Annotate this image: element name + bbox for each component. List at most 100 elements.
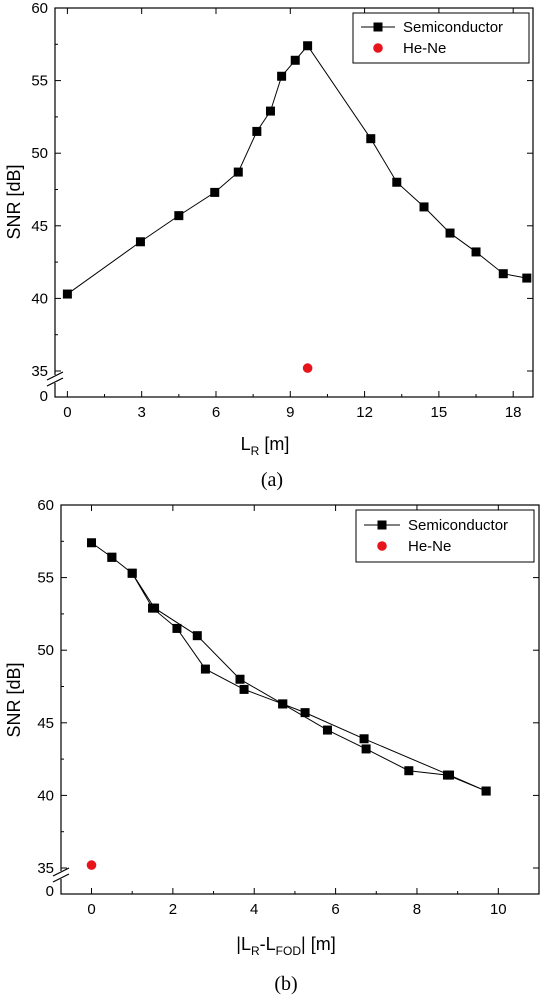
chart-a-x-axis-title: LR [m] <box>241 434 290 458</box>
chart-a-y-ticks: 35 40 45 50 55 60 <box>31 0 533 380</box>
chart-b-y-axis-title: SNR [dB] <box>4 662 24 737</box>
b-data-point-square <box>445 770 455 780</box>
chart-a: 35 40 45 50 55 60 0 3 6 9 12 15 18 0 Semiconductor … <box>4 0 534 491</box>
a-data-point-square <box>522 273 532 283</box>
b-data-point-square <box>172 623 182 633</box>
a-y-tick-label: 40 <box>31 290 48 307</box>
b-x-tick-label: 10 <box>490 901 507 918</box>
b-data-point-square <box>192 631 202 641</box>
a-series-line-0 <box>67 44 527 295</box>
a-data-point-square <box>366 134 376 144</box>
a-x-tick-label: 12 <box>356 404 373 421</box>
chart-a-marks <box>62 41 532 373</box>
b-y-tick-label: 60 <box>37 497 54 514</box>
a-data-point-square <box>62 289 72 299</box>
a-x-tick-label: 15 <box>431 404 448 421</box>
b-y-tick-label: 45 <box>37 715 54 732</box>
a-data-point-square <box>303 41 313 51</box>
chart-a-y-axis-title: SNR [dB] <box>4 164 24 239</box>
b-data-point-square <box>300 708 310 718</box>
chart-b-x-ticks: 0 2 4 6 8 10 <box>87 505 507 918</box>
b-data-point-dot <box>86 860 97 870</box>
a-data-point-square <box>210 187 220 197</box>
a-y-tick-label: 35 <box>31 363 48 380</box>
chart-a-axis-break-gap <box>50 375 62 383</box>
b-data-point-square <box>200 664 210 674</box>
b-y-tick-label: 55 <box>37 570 54 587</box>
b-x-tick-label: 2 <box>169 901 177 918</box>
a-y-tick-label: 50 <box>31 145 48 162</box>
chart-a-legend-dot-icon <box>373 43 383 53</box>
a-x-tick-label: 3 <box>138 404 146 421</box>
b-x-tick-label: 6 <box>331 901 339 918</box>
a-data-point-square <box>419 202 429 212</box>
b-x-tick-label: 4 <box>250 901 258 918</box>
chart-a-legend: Semiconductor He-Ne <box>352 12 530 64</box>
b-series-line-0 <box>91 542 487 792</box>
a-data-point-square <box>233 167 243 177</box>
b-data-point-square <box>107 552 117 562</box>
a-data-point-square <box>445 228 455 238</box>
a-data-point-square <box>174 211 184 221</box>
chart-a-legend-label-hene: He-Ne <box>403 40 446 57</box>
a-x-tick-label: 18 <box>505 404 522 421</box>
chart-a-axis-break-mark <box>46 371 64 381</box>
b-data-point-square <box>278 699 288 709</box>
chart-b-legend: Semiconductor He-Ne <box>355 509 535 563</box>
b-x-tick-label: 0 <box>87 901 95 918</box>
chart-b-axis-break-mark <box>52 867 70 877</box>
b-data-point-square <box>481 786 491 796</box>
a-y-tick-label: 55 <box>31 73 48 90</box>
chart-a-legend-square-icon <box>373 22 383 32</box>
chart-a-y-break-label: 0 <box>40 388 48 405</box>
b-data-point-square <box>127 568 137 578</box>
a-data-point-square <box>471 247 481 257</box>
b-y-tick-label: 40 <box>37 787 54 804</box>
b-data-point-square <box>239 684 249 694</box>
b-y-tick-label: 35 <box>37 860 54 877</box>
chart-a-caption: (a) <box>261 469 283 491</box>
b-y-tick-label: 50 <box>37 642 54 659</box>
b-data-point-square <box>404 766 414 776</box>
b-data-point-square <box>322 725 332 735</box>
chart-a-plot-frame <box>54 7 534 398</box>
b-x-tick-label: 8 <box>413 901 421 918</box>
chart-b-legend-square-icon <box>377 520 387 530</box>
chart-a-x-ticks: 0 3 6 9 12 15 18 <box>63 8 522 421</box>
chart-b-y-ticks: 35 40 45 50 55 60 <box>37 497 539 877</box>
a-data-point-square <box>252 126 262 136</box>
b-data-point-square <box>87 538 97 548</box>
a-data-point-square <box>498 269 508 279</box>
chart-a-legend-label-semiconductor: Semiconductor <box>403 19 503 36</box>
a-x-tick-label: 9 <box>286 404 294 421</box>
a-data-point-square <box>277 71 287 81</box>
b-data-point-square <box>235 674 245 684</box>
chart-a-axis-break-mark <box>46 377 64 387</box>
chart-b-y-break-label: 0 <box>46 883 54 900</box>
a-data-point-square <box>135 237 145 247</box>
chart-b-axis-break-mark <box>52 873 70 883</box>
a-data-point-square <box>265 106 275 116</box>
chart-b-x-axis-title: |LR-LFOD| [m] <box>236 934 335 958</box>
a-data-point-square <box>290 55 300 65</box>
a-data-point-square <box>392 177 402 187</box>
chart-b-legend-label-hene: He-Ne <box>408 538 451 555</box>
b-data-point-square <box>361 744 371 754</box>
a-y-tick-label: 45 <box>31 218 48 235</box>
chart-b-legend-box <box>355 509 535 563</box>
chart-b-plot-frame <box>60 504 540 895</box>
chart-b-legend-label-semiconductor: Semiconductor <box>408 517 508 534</box>
chart-b-marks <box>86 538 491 870</box>
chart-b-caption: (b) <box>274 973 297 995</box>
a-x-tick-label: 6 <box>212 404 220 421</box>
b-data-point-square <box>150 603 160 613</box>
b-data-point-square <box>359 734 369 744</box>
a-y-tick-label: 60 <box>31 0 48 17</box>
a-x-tick-label: 0 <box>63 404 71 421</box>
chart-a-legend-box <box>352 12 530 64</box>
chart-b-axis-break-gap <box>56 871 68 879</box>
chart-b: 35 40 45 50 55 60 0 2 4 6 8 10 0 Semiconductor He-… <box>4 497 540 995</box>
chart-b-legend-dot-icon <box>377 541 387 551</box>
a-data-point-dot <box>302 363 313 373</box>
